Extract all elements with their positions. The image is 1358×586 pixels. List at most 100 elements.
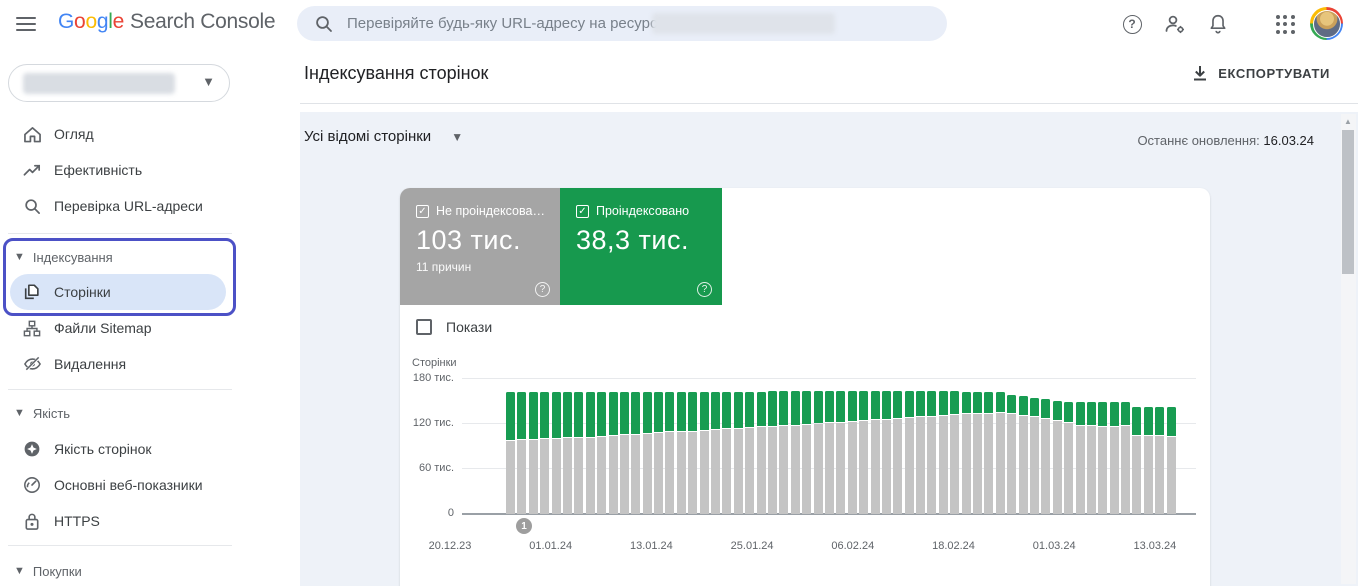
chart-bar[interactable] <box>995 391 1005 514</box>
chart-bar[interactable] <box>950 390 960 514</box>
chart-bar[interactable] <box>824 390 834 514</box>
chart-bar[interactable] <box>847 390 857 514</box>
unchecked-checkbox-icon[interactable] <box>416 319 432 335</box>
chart-bar[interactable] <box>927 390 937 514</box>
chart-bar[interactable] <box>654 391 664 514</box>
user-settings-button[interactable] <box>1162 11 1188 37</box>
chart-bar[interactable] <box>1143 406 1153 514</box>
help-icon: ? <box>1122 14 1142 34</box>
chart-bar[interactable] <box>1098 402 1108 514</box>
sidebar-item-pages[interactable]: Сторінки <box>0 274 240 310</box>
hamburger-menu-icon[interactable] <box>16 17 36 31</box>
chart-bar[interactable] <box>676 391 686 514</box>
app-logo[interactable]: Google Search Console <box>58 10 276 34</box>
chart-bar[interactable] <box>984 391 994 514</box>
page-filter-dropdown[interactable]: Усі відомі сторінки ▼ <box>304 128 463 145</box>
chart-bar[interactable] <box>631 391 641 514</box>
chart-bar[interactable] <box>1086 402 1096 514</box>
chart-bar[interactable] <box>893 390 903 514</box>
chart-bar[interactable] <box>1041 399 1051 514</box>
url-inspect-searchbar[interactable] <box>297 6 947 41</box>
chart-bar[interactable] <box>961 391 971 514</box>
sidebar-item-core-web-vitals[interactable]: Основні веб-показники <box>0 467 240 503</box>
chart-bar[interactable] <box>1132 406 1142 514</box>
indexed-stat-card[interactable]: ✓ Проіндексовано 38,3 тис. ? <box>560 188 722 305</box>
chart-bar[interactable] <box>699 391 709 514</box>
chart-bar[interactable] <box>528 392 538 514</box>
not-indexed-stat-card[interactable]: ✓ Не проіндексова… 103 тис. 11 причин ? <box>400 188 560 305</box>
chart-bar[interactable] <box>973 391 983 514</box>
chart-bar[interactable] <box>1007 394 1017 514</box>
section-quality[interactable]: ▼ Якість <box>0 401 240 425</box>
chart-bar[interactable] <box>881 390 891 514</box>
sidebar-item-label: Файли Sitemap <box>54 320 152 336</box>
section-label: Покупки <box>32 563 82 579</box>
chart-bar[interactable] <box>574 392 584 514</box>
chart-bar[interactable] <box>722 391 732 514</box>
chart-bar[interactable] <box>608 392 618 514</box>
chart-bar[interactable] <box>540 392 550 514</box>
notifications-button[interactable] <box>1205 11 1231 37</box>
impressions-checkbox[interactable]: Покази <box>416 319 492 335</box>
chart-bar[interactable] <box>711 391 721 514</box>
checked-checkbox-icon[interactable]: ✓ <box>416 204 429 218</box>
chart-bar[interactable] <box>642 391 652 514</box>
chart-bar[interactable] <box>562 392 572 514</box>
chart-bar[interactable] <box>517 392 527 514</box>
chart-bar[interactable] <box>779 390 789 514</box>
chart-bar[interactable] <box>802 390 812 514</box>
sidebar-item-url-inspection[interactable]: Перевірка URL-адреси <box>0 188 240 224</box>
chart-bar[interactable] <box>619 391 629 514</box>
help-icon[interactable]: ? <box>535 282 550 297</box>
help-icon[interactable]: ? <box>697 282 712 297</box>
chart-bar[interactable] <box>1166 406 1176 514</box>
section-indexing[interactable]: ▼ Індексування <box>0 245 240 269</box>
chart-bar[interactable] <box>904 390 914 514</box>
chart-bar[interactable] <box>506 392 515 514</box>
chart-bar[interactable] <box>813 390 823 514</box>
chart-bar[interactable] <box>1064 402 1074 514</box>
chart-bar[interactable] <box>1018 396 1028 514</box>
caret-down-icon: ▼ <box>14 251 25 263</box>
sidebar-item-https[interactable]: HTTPS <box>0 503 240 539</box>
vertical-scrollbar[interactable]: ▲ <box>1341 114 1356 584</box>
chart-bar[interactable] <box>870 390 880 514</box>
checked-checkbox-icon[interactable]: ✓ <box>576 204 589 218</box>
chart-y-axis-title: Сторінки <box>412 357 457 369</box>
sidebar-item-removals[interactable]: Видалення <box>0 346 240 382</box>
chart-bar[interactable] <box>688 391 698 514</box>
scrollbar-thumb[interactable] <box>1342 130 1354 274</box>
sidebar-item-sitemaps[interactable]: Файли Sitemap <box>0 310 240 346</box>
chart-bar[interactable] <box>733 391 743 514</box>
stacked-bar-chart[interactable] <box>506 372 1186 514</box>
sidebar-item-overview[interactable]: Огляд <box>0 116 240 152</box>
url-inspect-input[interactable] <box>347 15 677 32</box>
chart-bar[interactable] <box>767 390 777 514</box>
chart-bar[interactable] <box>745 391 755 514</box>
chart-bar[interactable] <box>597 392 607 514</box>
chart-bar[interactable] <box>665 391 675 514</box>
chart-bar[interactable] <box>790 390 800 514</box>
chart-bar[interactable] <box>1155 406 1165 514</box>
sidebar-item-page-experience[interactable]: Якість сторінок <box>0 431 240 467</box>
chart-bar[interactable] <box>916 390 926 514</box>
chart-bar[interactable] <box>1121 402 1131 514</box>
chart-bar[interactable] <box>836 390 846 514</box>
sidebar-item-performance[interactable]: Ефективність <box>0 152 240 188</box>
section-shopping[interactable]: ▼ Покупки <box>0 559 240 583</box>
chart-bar[interactable] <box>1109 402 1119 514</box>
account-avatar[interactable] <box>1310 7 1343 40</box>
chart-bar[interactable] <box>1075 402 1085 514</box>
scroll-up-arrow-icon[interactable]: ▲ <box>1344 117 1352 126</box>
chart-bar[interactable] <box>938 390 948 514</box>
chart-bar[interactable] <box>551 392 561 514</box>
chart-bar[interactable] <box>859 390 869 514</box>
help-button[interactable]: ? <box>1119 11 1145 37</box>
export-button[interactable]: ЕКСПОРТУВАТИ <box>1192 65 1330 82</box>
chart-bar[interactable] <box>585 392 595 514</box>
property-selector[interactable]: ▼ <box>8 64 230 102</box>
chart-bar[interactable] <box>1029 397 1039 514</box>
chart-bar[interactable] <box>1052 400 1062 514</box>
google-apps-button[interactable] <box>1272 11 1298 37</box>
chart-bar[interactable] <box>756 391 766 514</box>
